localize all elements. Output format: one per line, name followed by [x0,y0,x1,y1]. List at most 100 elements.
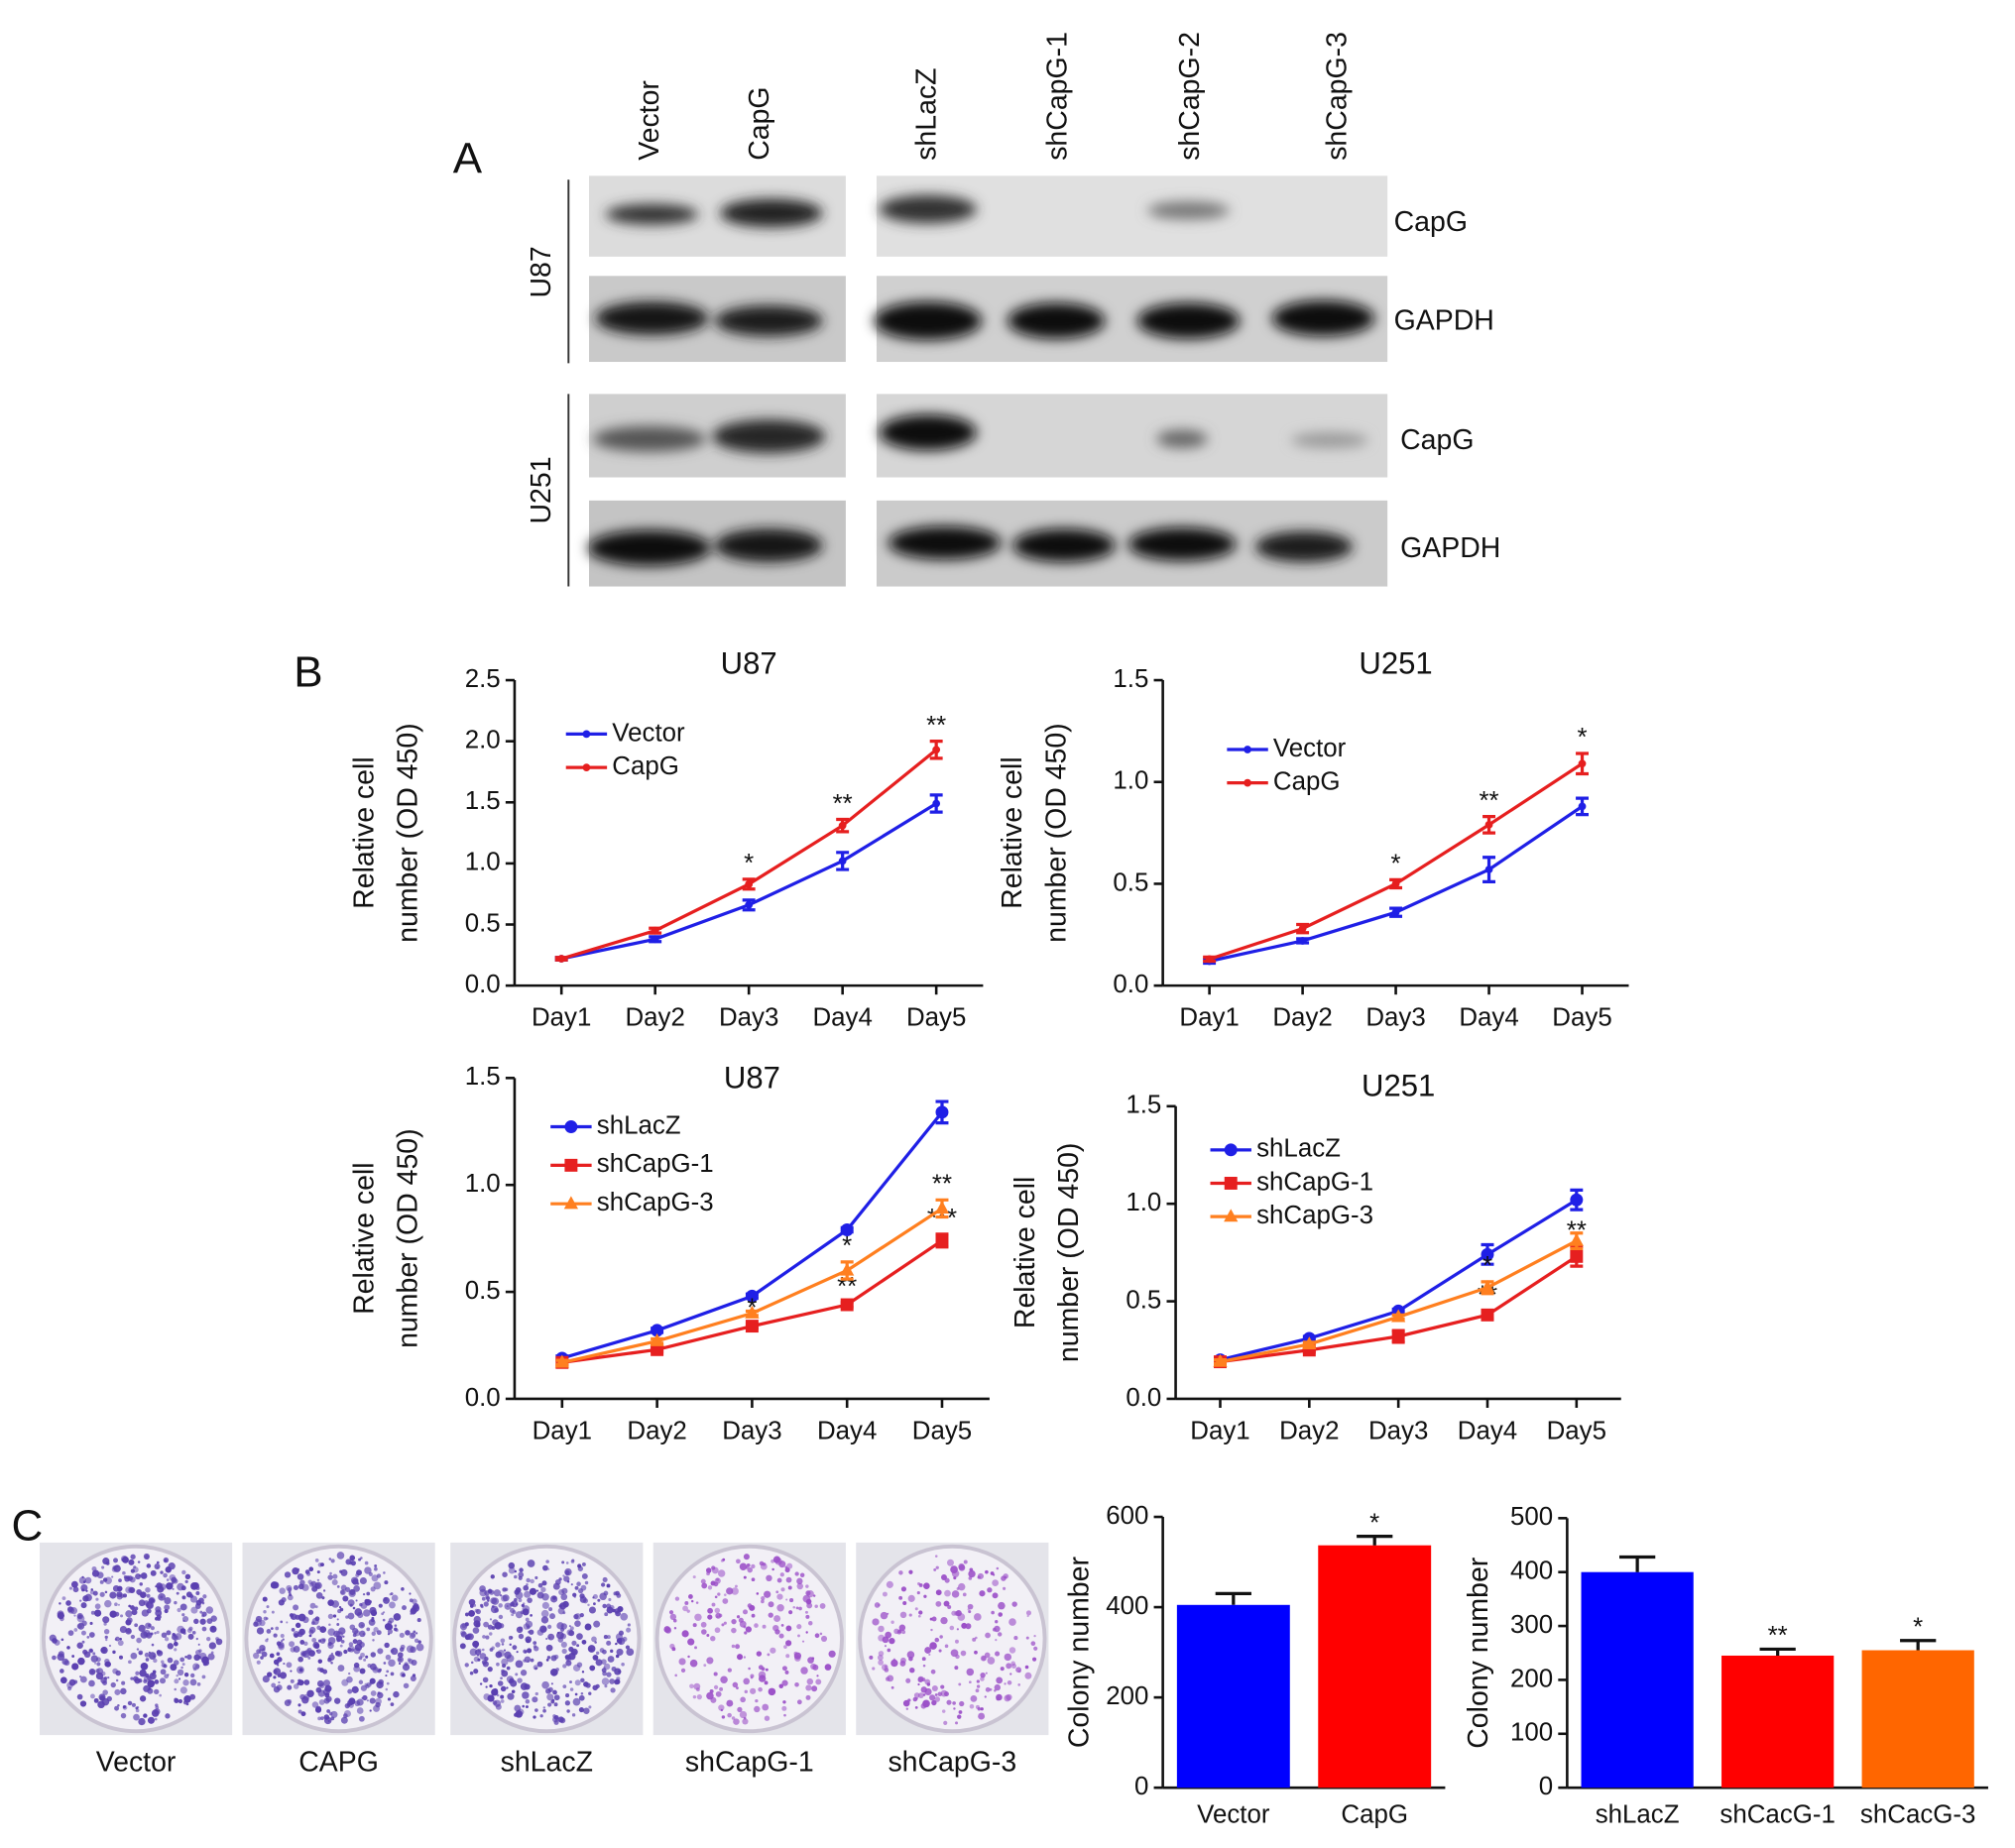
colony [909,1667,915,1674]
colony [153,1658,158,1664]
marker [745,1289,759,1303]
colony [899,1611,907,1619]
y-tick-label: 0.0 [1113,971,1148,998]
colony [121,1680,126,1685]
colony [484,1590,490,1596]
x-tick-label: Day2 [1279,1417,1339,1444]
colony [814,1604,818,1609]
colony [215,1638,223,1646]
colony [692,1575,696,1579]
colony [890,1659,898,1668]
colony [589,1665,596,1672]
colony [1024,1672,1032,1679]
colony [955,1654,960,1660]
colony [750,1675,754,1679]
colony [754,1705,761,1713]
colony [278,1680,281,1684]
colony [81,1620,87,1627]
colony [805,1684,812,1691]
colony [502,1571,508,1577]
colony [878,1603,881,1607]
colony [580,1584,587,1591]
colony [335,1631,344,1639]
colony [714,1607,721,1614]
colony [329,1571,332,1575]
colony [518,1633,525,1640]
colony [277,1657,283,1663]
colony [166,1630,172,1636]
marker [1205,955,1214,964]
colony [163,1572,168,1578]
colony [756,1651,763,1657]
colony [956,1628,959,1631]
colony [738,1617,744,1623]
colony [583,1707,590,1714]
marker [1224,1209,1239,1222]
colony [717,1592,721,1596]
colony [541,1601,549,1609]
colony [517,1677,523,1683]
colony [337,1609,342,1614]
chart-title: U251 [1362,1068,1435,1102]
plate-label: shCapG-3 [888,1746,1016,1778]
colony [187,1633,194,1640]
band [1147,201,1230,220]
chart-title: U251 [1359,646,1432,681]
colony [349,1560,353,1565]
colony [565,1660,572,1667]
colony [134,1623,139,1628]
colony [182,1679,189,1686]
colony [136,1637,142,1644]
bands [587,194,1375,566]
colony [293,1584,299,1591]
colony [535,1589,539,1592]
colony [764,1680,769,1685]
colony [336,1618,339,1621]
colony [473,1620,481,1628]
colony [369,1600,372,1604]
colony [490,1574,495,1579]
colony [547,1702,552,1707]
colony [805,1694,811,1700]
colony [401,1587,405,1591]
colony [99,1695,105,1701]
y-tick-label: 100 [1510,1719,1553,1747]
colony [283,1662,286,1666]
y-tick-label: 1.0 [1113,767,1148,795]
colony [133,1713,140,1721]
y-axis-label: Relative cell [1009,1177,1041,1328]
colony [874,1602,881,1608]
colony [138,1678,143,1683]
colony [520,1682,529,1690]
colony [672,1618,677,1623]
colony [327,1574,333,1580]
colony [371,1618,375,1623]
colony [383,1662,387,1665]
colony [566,1709,570,1713]
colony [828,1650,836,1658]
colony [807,1657,814,1664]
colony [493,1699,502,1707]
colony [700,1621,707,1628]
colony [749,1604,756,1611]
colony [297,1709,302,1714]
colony [799,1572,805,1577]
colony [361,1696,364,1699]
colony [159,1693,162,1697]
colony [328,1623,331,1627]
lane-label: shCapG-3 [1322,32,1354,161]
colony [534,1708,538,1712]
colony [364,1560,369,1565]
colony [309,1602,316,1609]
colony [1000,1667,1005,1672]
colony [120,1712,127,1719]
colony [293,1683,299,1689]
band [874,301,983,341]
colony [108,1644,112,1648]
colony [696,1687,700,1691]
colony [593,1602,596,1606]
colony [569,1687,574,1691]
colony [933,1567,937,1571]
y-tick-label: 0.5 [1113,868,1148,896]
marker [745,1320,759,1333]
